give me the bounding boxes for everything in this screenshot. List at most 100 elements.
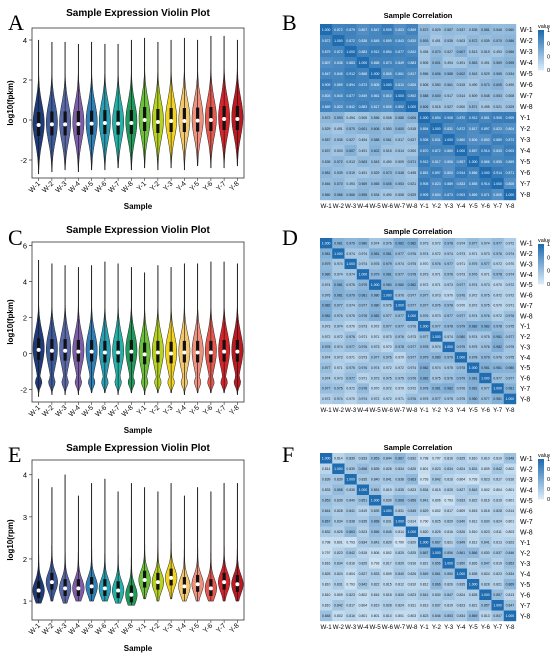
heatmap-cell xyxy=(503,35,517,47)
heatmap-cell-value: 0.870 xyxy=(420,149,429,153)
heatmap-cell-value: 0.974 xyxy=(432,366,441,370)
panel-letter: D xyxy=(282,225,298,250)
heatmap-cell-value: 0.976 xyxy=(408,324,417,328)
heatmap-cell xyxy=(430,178,443,190)
heatmap-cell-value: 0.972 xyxy=(371,324,380,328)
heatmap-cell xyxy=(393,289,406,301)
x-tick-label: Y-7 xyxy=(215,404,227,416)
heatmap-cell xyxy=(454,156,468,168)
heatmap-cell xyxy=(418,321,431,332)
heatmap-cell xyxy=(369,526,382,538)
heatmap-cell xyxy=(369,393,382,405)
violin-median xyxy=(36,588,41,593)
heatmap-cell-value: 1.000 xyxy=(481,171,490,175)
row-label: W-2 xyxy=(520,38,533,45)
heatmap-cell-value: 0.561 xyxy=(444,83,453,87)
heatmap-cell-value: 0.978 xyxy=(395,345,404,349)
row-label: W-4 xyxy=(520,272,533,279)
legend-gradient-step xyxy=(538,479,544,482)
heatmap-cell xyxy=(442,321,455,332)
heatmap-cell-value: 0.600 xyxy=(395,127,404,131)
heatmap-cell xyxy=(467,112,480,124)
heatmap-cell-value: 0.977 xyxy=(359,304,368,308)
heatmap-cell-value: 0.566 xyxy=(346,193,355,197)
heatmap-cell xyxy=(320,341,333,353)
heatmap-cell xyxy=(454,57,468,69)
heatmap-cell xyxy=(479,289,492,301)
heatmap-cell-value: 0.869 xyxy=(322,105,331,109)
heatmap-cell xyxy=(442,178,455,190)
heatmap-cell xyxy=(430,90,443,102)
heatmap-cell-value: 0.823 xyxy=(359,530,368,534)
x-tick-label: W-1 xyxy=(28,404,42,418)
heatmap-cell xyxy=(369,238,382,249)
legend-title: value xyxy=(538,238,550,244)
heatmap-cell xyxy=(405,589,419,601)
heatmap-cell xyxy=(479,145,492,157)
legend-gradient-step xyxy=(538,44,544,47)
heatmap-cell xyxy=(369,383,382,394)
heatmap-cell-value: 0.829 xyxy=(395,562,404,566)
heatmap-cell-value: 0.976 xyxy=(346,335,355,339)
heatmap-cell-value: 0.831 xyxy=(334,583,343,587)
heatmap-cell-value: 0.972 xyxy=(420,283,429,287)
heatmap-cell-value: 0.974 xyxy=(469,335,478,339)
heatmap-cell-value: 0.856 xyxy=(444,551,453,555)
heatmap-cell-value: 0.970 xyxy=(420,262,429,266)
heatmap-cell xyxy=(405,269,419,280)
heatmap-cell xyxy=(369,156,382,168)
heatmap-cell-value: 0.975 xyxy=(481,335,490,339)
heatmap-cell-value: 0.539 xyxy=(481,39,490,43)
heatmap-cell-value: 0.830 xyxy=(432,593,441,597)
heatmap-cell-value: 0.546 xyxy=(493,28,502,32)
heatmap-cell xyxy=(418,178,431,190)
heatmap-cell-value: 0.490 xyxy=(506,83,515,87)
legend-gradient-step xyxy=(538,54,544,57)
heatmap-cell xyxy=(381,547,394,559)
heatmap-cell xyxy=(344,35,357,47)
heatmap-cell-value: 0.819 xyxy=(359,509,368,513)
heatmap-cell xyxy=(393,474,406,485)
row-label: Y-1 xyxy=(520,324,530,331)
heatmap-cell xyxy=(405,189,419,201)
heatmap-cell-value: 0.509 xyxy=(469,94,478,98)
heatmap-cell xyxy=(356,600,370,611)
heatmap-cell-value: 0.970 xyxy=(493,304,502,308)
heatmap-cell-value: 0.868 xyxy=(359,72,368,76)
heatmap-cell-value: 0.802 xyxy=(383,551,392,555)
legend-gradient-step xyxy=(538,497,544,500)
heatmap-cell-value: 0.971 xyxy=(359,376,368,380)
heatmap-cell-value: 0.556 xyxy=(371,116,380,120)
heatmap-cell-value: 0.816 xyxy=(346,562,355,566)
heatmap-cell-value: 0.809 xyxy=(481,467,490,471)
column-label: W-3 xyxy=(345,624,357,631)
heatmap-cell-value: 0.873 xyxy=(444,193,453,197)
heatmap-cell-value: 0.801 xyxy=(371,614,380,618)
heatmap-cell-value: 0.815 xyxy=(469,509,478,513)
row-label: Y-1 xyxy=(520,115,530,122)
heatmap-cell-value: 0.976 xyxy=(457,387,466,391)
heatmap-cell-value: 0.980 xyxy=(506,366,515,370)
heatmap-cell xyxy=(344,156,357,168)
heatmap-cell-value: 0.976 xyxy=(506,314,515,318)
legend-gradient-step xyxy=(538,252,544,255)
heatmap-cell-value: 0.570 xyxy=(346,127,355,131)
x-tick-label: Y-2 xyxy=(149,404,161,416)
column-label: W-1 xyxy=(321,203,333,210)
legend-tick-label: 0.6 xyxy=(547,55,550,61)
x-tick-label: Y-2 xyxy=(149,622,161,634)
x-tick-label: W-7 xyxy=(108,622,122,636)
heatmap-cell-value: 0.855 xyxy=(469,182,478,186)
heatmap-cell xyxy=(344,321,357,332)
violin-median xyxy=(129,592,134,597)
column-label: W-5 xyxy=(370,407,382,414)
legend-gradient-step xyxy=(538,60,544,63)
heatmap-cell-value: 0.978 xyxy=(469,356,478,360)
heatmap-cell xyxy=(418,474,431,485)
heatmap-cell xyxy=(454,463,468,475)
heatmap-cell-value: 0.793 xyxy=(444,499,453,503)
heatmap-cell-value: 0.830 xyxy=(481,551,490,555)
legend-gradient-step xyxy=(538,246,544,249)
heatmap-cell-value: 0.838 xyxy=(334,61,343,65)
heatmap-cell-value: 0.802 xyxy=(481,488,490,492)
